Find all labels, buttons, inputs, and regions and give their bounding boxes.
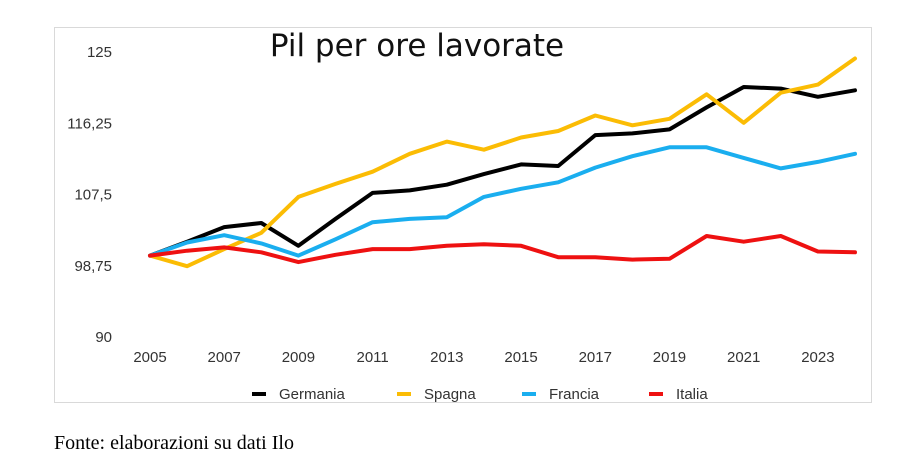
x-tick-label: 2011: [356, 349, 388, 366]
y-tick-label: 107,5: [74, 187, 112, 204]
series-line-germania: [148, 85, 857, 258]
legend-item-germania: Germania: [252, 386, 346, 403]
x-tick-label: 2019: [653, 349, 686, 366]
legend-label-francia: Francia: [549, 386, 600, 403]
legend-label-spagna: Spagna: [424, 386, 476, 403]
line-chart: Pil per ore lavorate 90 98,75 107,5 116,25 1…: [67, 28, 857, 403]
x-tick-label: 2005: [133, 349, 166, 366]
x-tick-label: 2023: [801, 349, 834, 366]
series-line-italia: [148, 234, 857, 265]
series-line-francia: [148, 145, 857, 258]
x-axis-ticks: 2005 2007 2009 2011 2013 2015 2017 2019 2021 2023: [133, 349, 834, 366]
legend-item-francia: Francia: [522, 386, 600, 403]
legend-label-germania: Germania: [279, 386, 346, 403]
x-tick-label: 2021: [727, 349, 760, 366]
x-tick-label: 2013: [430, 349, 463, 366]
x-tick-label: 2017: [579, 349, 612, 366]
legend-item-spagna: Spagna: [397, 386, 476, 403]
source-note: Fonte: elaborazioni su dati Ilo: [54, 432, 294, 454]
y-tick-label: 98,75: [74, 258, 112, 275]
legend-item-italia: Italia: [649, 386, 708, 403]
series-lines: [148, 56, 857, 269]
x-tick-label: 2009: [282, 349, 315, 366]
y-tick-label: 90: [95, 329, 112, 346]
series-line-spagna: [148, 56, 857, 269]
y-tick-label: 125: [87, 44, 112, 61]
legend-label-italia: Italia: [676, 386, 708, 403]
chart-title: Pil per ore lavorate: [270, 28, 564, 64]
y-tick-label: 116,25: [67, 115, 112, 132]
y-axis-ticks: 90 98,75 107,5 116,25 125: [67, 44, 112, 346]
legend: Germania Spagna Francia Italia: [252, 386, 708, 403]
x-tick-label: 2007: [208, 349, 241, 366]
chart-frame: Pil per ore lavorate 90 98,75 107,5 116,25 1…: [54, 27, 872, 403]
x-tick-label: 2015: [504, 349, 537, 366]
